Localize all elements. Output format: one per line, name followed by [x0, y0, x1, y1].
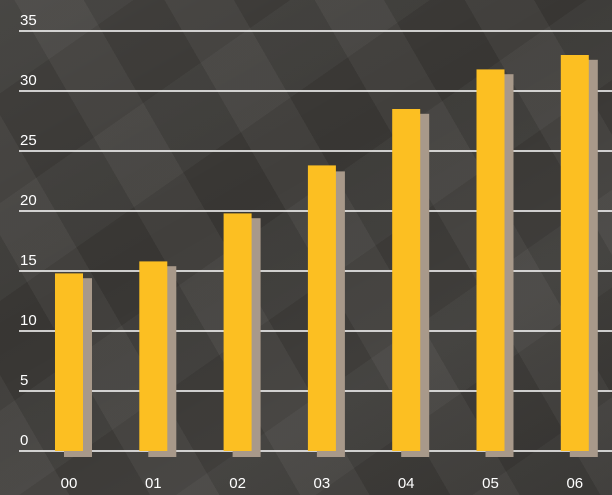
- bars: [55, 55, 598, 458]
- x-tick-label: 01: [145, 475, 162, 492]
- y-tick-label: 25: [20, 132, 37, 149]
- bar-05: [476, 69, 505, 452]
- x-tick-label: 03: [314, 475, 331, 492]
- y-tick-label: 5: [20, 372, 28, 389]
- x-tick-label: 04: [398, 475, 415, 492]
- bar-00: [55, 273, 83, 451]
- bar-02: [223, 213, 252, 451]
- y-tick-label: 30: [20, 72, 37, 89]
- y-tick-label: 10: [20, 312, 37, 329]
- bar-03: [307, 165, 336, 451]
- bar-06: [560, 55, 589, 451]
- bar-01: [139, 261, 168, 451]
- bar-04: [392, 109, 421, 451]
- y-tick-label: 0: [20, 432, 28, 449]
- y-tick-label: 20: [20, 192, 37, 209]
- x-tick-label: 05: [482, 475, 499, 492]
- y-tick-label: 35: [20, 12, 37, 29]
- y-tick-label: 15: [20, 252, 37, 269]
- x-tick-label: 00: [61, 475, 78, 492]
- x-tick-label: 02: [229, 475, 246, 492]
- x-tick-label: 06: [566, 475, 583, 492]
